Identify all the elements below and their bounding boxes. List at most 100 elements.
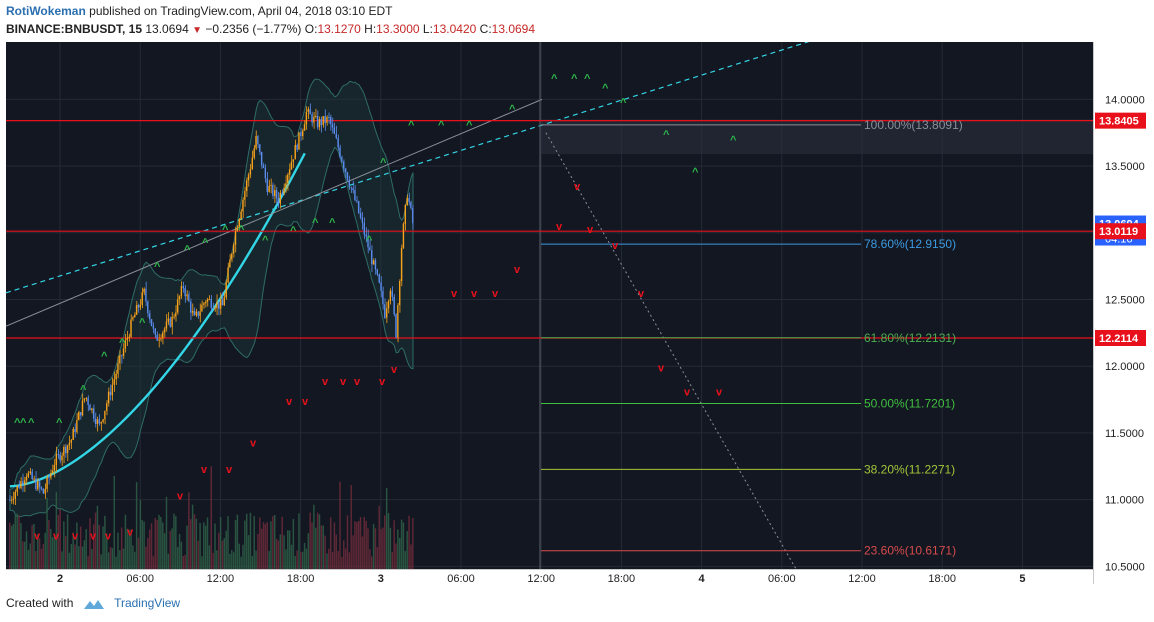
volume-bar (257, 533, 259, 569)
candle-body (29, 471, 31, 474)
candle-body (208, 299, 211, 301)
tradingview-link[interactable]: TradingView (114, 596, 181, 610)
volume-bar (25, 531, 28, 569)
candle-body (107, 391, 110, 404)
candle-body (203, 303, 205, 305)
volume-bar (348, 552, 351, 569)
volume-bar (66, 514, 69, 569)
volume-bar (48, 519, 50, 569)
volume-bar (341, 556, 343, 569)
volume-bar (326, 553, 328, 569)
volume-bar (365, 520, 367, 569)
candle-body (117, 363, 119, 374)
sell-signal-marker: v (574, 181, 581, 193)
candle-body (397, 305, 399, 338)
volume-bar (96, 505, 99, 569)
candle-body (154, 328, 156, 335)
sell-signal-marker: v (90, 531, 97, 543)
candle-body (384, 304, 386, 318)
candle-body (369, 247, 371, 251)
volume-bar (231, 550, 233, 569)
chart-area[interactable]: 100.00%(13.8091) 78.60%(12.9150) 61.80%(12… (5, 0, 1147, 585)
candle-body (376, 269, 378, 275)
price-tag: 13.8405 (1095, 112, 1146, 129)
volume-bar (122, 548, 125, 569)
candle-body (10, 499, 13, 501)
candle-body (260, 151, 263, 166)
buy-signal-marker: ^ (222, 224, 229, 236)
high-value: 13.3000 (376, 22, 420, 36)
volume-bar (126, 528, 129, 569)
fib-level-label: 61.80%(12.2131) (864, 331, 956, 345)
volume-bar (195, 518, 198, 569)
sell-signal-marker: v (587, 224, 594, 236)
volume-bar (316, 512, 319, 569)
sell-signal-marker: v (127, 527, 134, 539)
volume-bar (199, 523, 201, 569)
buy-signal-marker: ^ (56, 417, 63, 429)
price-axis-tick: 12.5000 (1105, 294, 1145, 306)
volume-bar (128, 529, 130, 569)
buy-signal-marker: ^ (620, 97, 627, 109)
volume-bar (255, 550, 257, 569)
volume-bar (266, 522, 268, 569)
candle-body (111, 384, 113, 396)
trend-line-upper (5, 98, 543, 327)
candle-body (124, 340, 127, 349)
volume-bar (22, 541, 24, 569)
candle-body (137, 305, 140, 308)
volume-bar (208, 545, 211, 569)
time-axis-tick: 2 (57, 573, 63, 584)
time-axis[interactable] (6, 569, 1093, 584)
candle-body (255, 136, 257, 149)
volume-bar (356, 522, 358, 569)
candle-body (259, 144, 261, 152)
candle-body (324, 115, 326, 123)
time-axis-tick: 18:00 (608, 573, 636, 584)
volume-bar (79, 526, 82, 569)
volume-bar (272, 516, 274, 569)
buy-signal-marker: ^ (20, 417, 27, 429)
candle-body (197, 311, 199, 316)
price-axis-tick: 11.5000 (1105, 428, 1144, 440)
candle-body (74, 428, 76, 432)
candle-body (412, 208, 414, 224)
buy-signal-marker: ^ (290, 225, 297, 237)
candle-body (36, 481, 39, 490)
price-chart[interactable]: 100.00%(13.8091) 78.60%(12.9150) 61.80%(12… (5, 0, 1147, 585)
volume-bar (408, 515, 410, 569)
buy-signal-marker: ^ (238, 224, 245, 236)
price-axis-tick: 10.5000 (1105, 561, 1145, 573)
volume-bar (296, 550, 298, 569)
volume-bar (162, 522, 164, 569)
candle-body (408, 197, 410, 203)
volume-bar (219, 516, 222, 569)
candle-body (57, 454, 59, 456)
candle-body (78, 412, 80, 421)
candle-body (79, 412, 82, 416)
candle-body (225, 282, 227, 298)
price-axis-tick: 11.0000 (1105, 495, 1144, 507)
volume-bar (253, 516, 255, 569)
sell-signal-marker: v (322, 376, 329, 388)
candle-body (372, 260, 375, 265)
volume-bar (18, 515, 20, 569)
volume-bar (402, 522, 405, 569)
candle-body (104, 410, 106, 420)
price-axis[interactable] (1093, 42, 1147, 584)
volume-bar (242, 544, 244, 569)
candle-body (359, 212, 362, 218)
volume-bar (190, 519, 192, 569)
buy-signal-marker: ^ (14, 417, 21, 429)
candle-body (76, 420, 78, 432)
candle-body (292, 159, 294, 162)
close-value: 13.0694 (491, 22, 536, 36)
candle-body (363, 222, 365, 235)
candle-body (371, 250, 373, 265)
candle-body (190, 301, 192, 313)
author-name[interactable]: RotiWokeman (6, 4, 86, 18)
candle-body (122, 348, 125, 356)
volume-bar (344, 548, 347, 569)
candle-body (339, 147, 341, 157)
candle-body (92, 408, 95, 419)
